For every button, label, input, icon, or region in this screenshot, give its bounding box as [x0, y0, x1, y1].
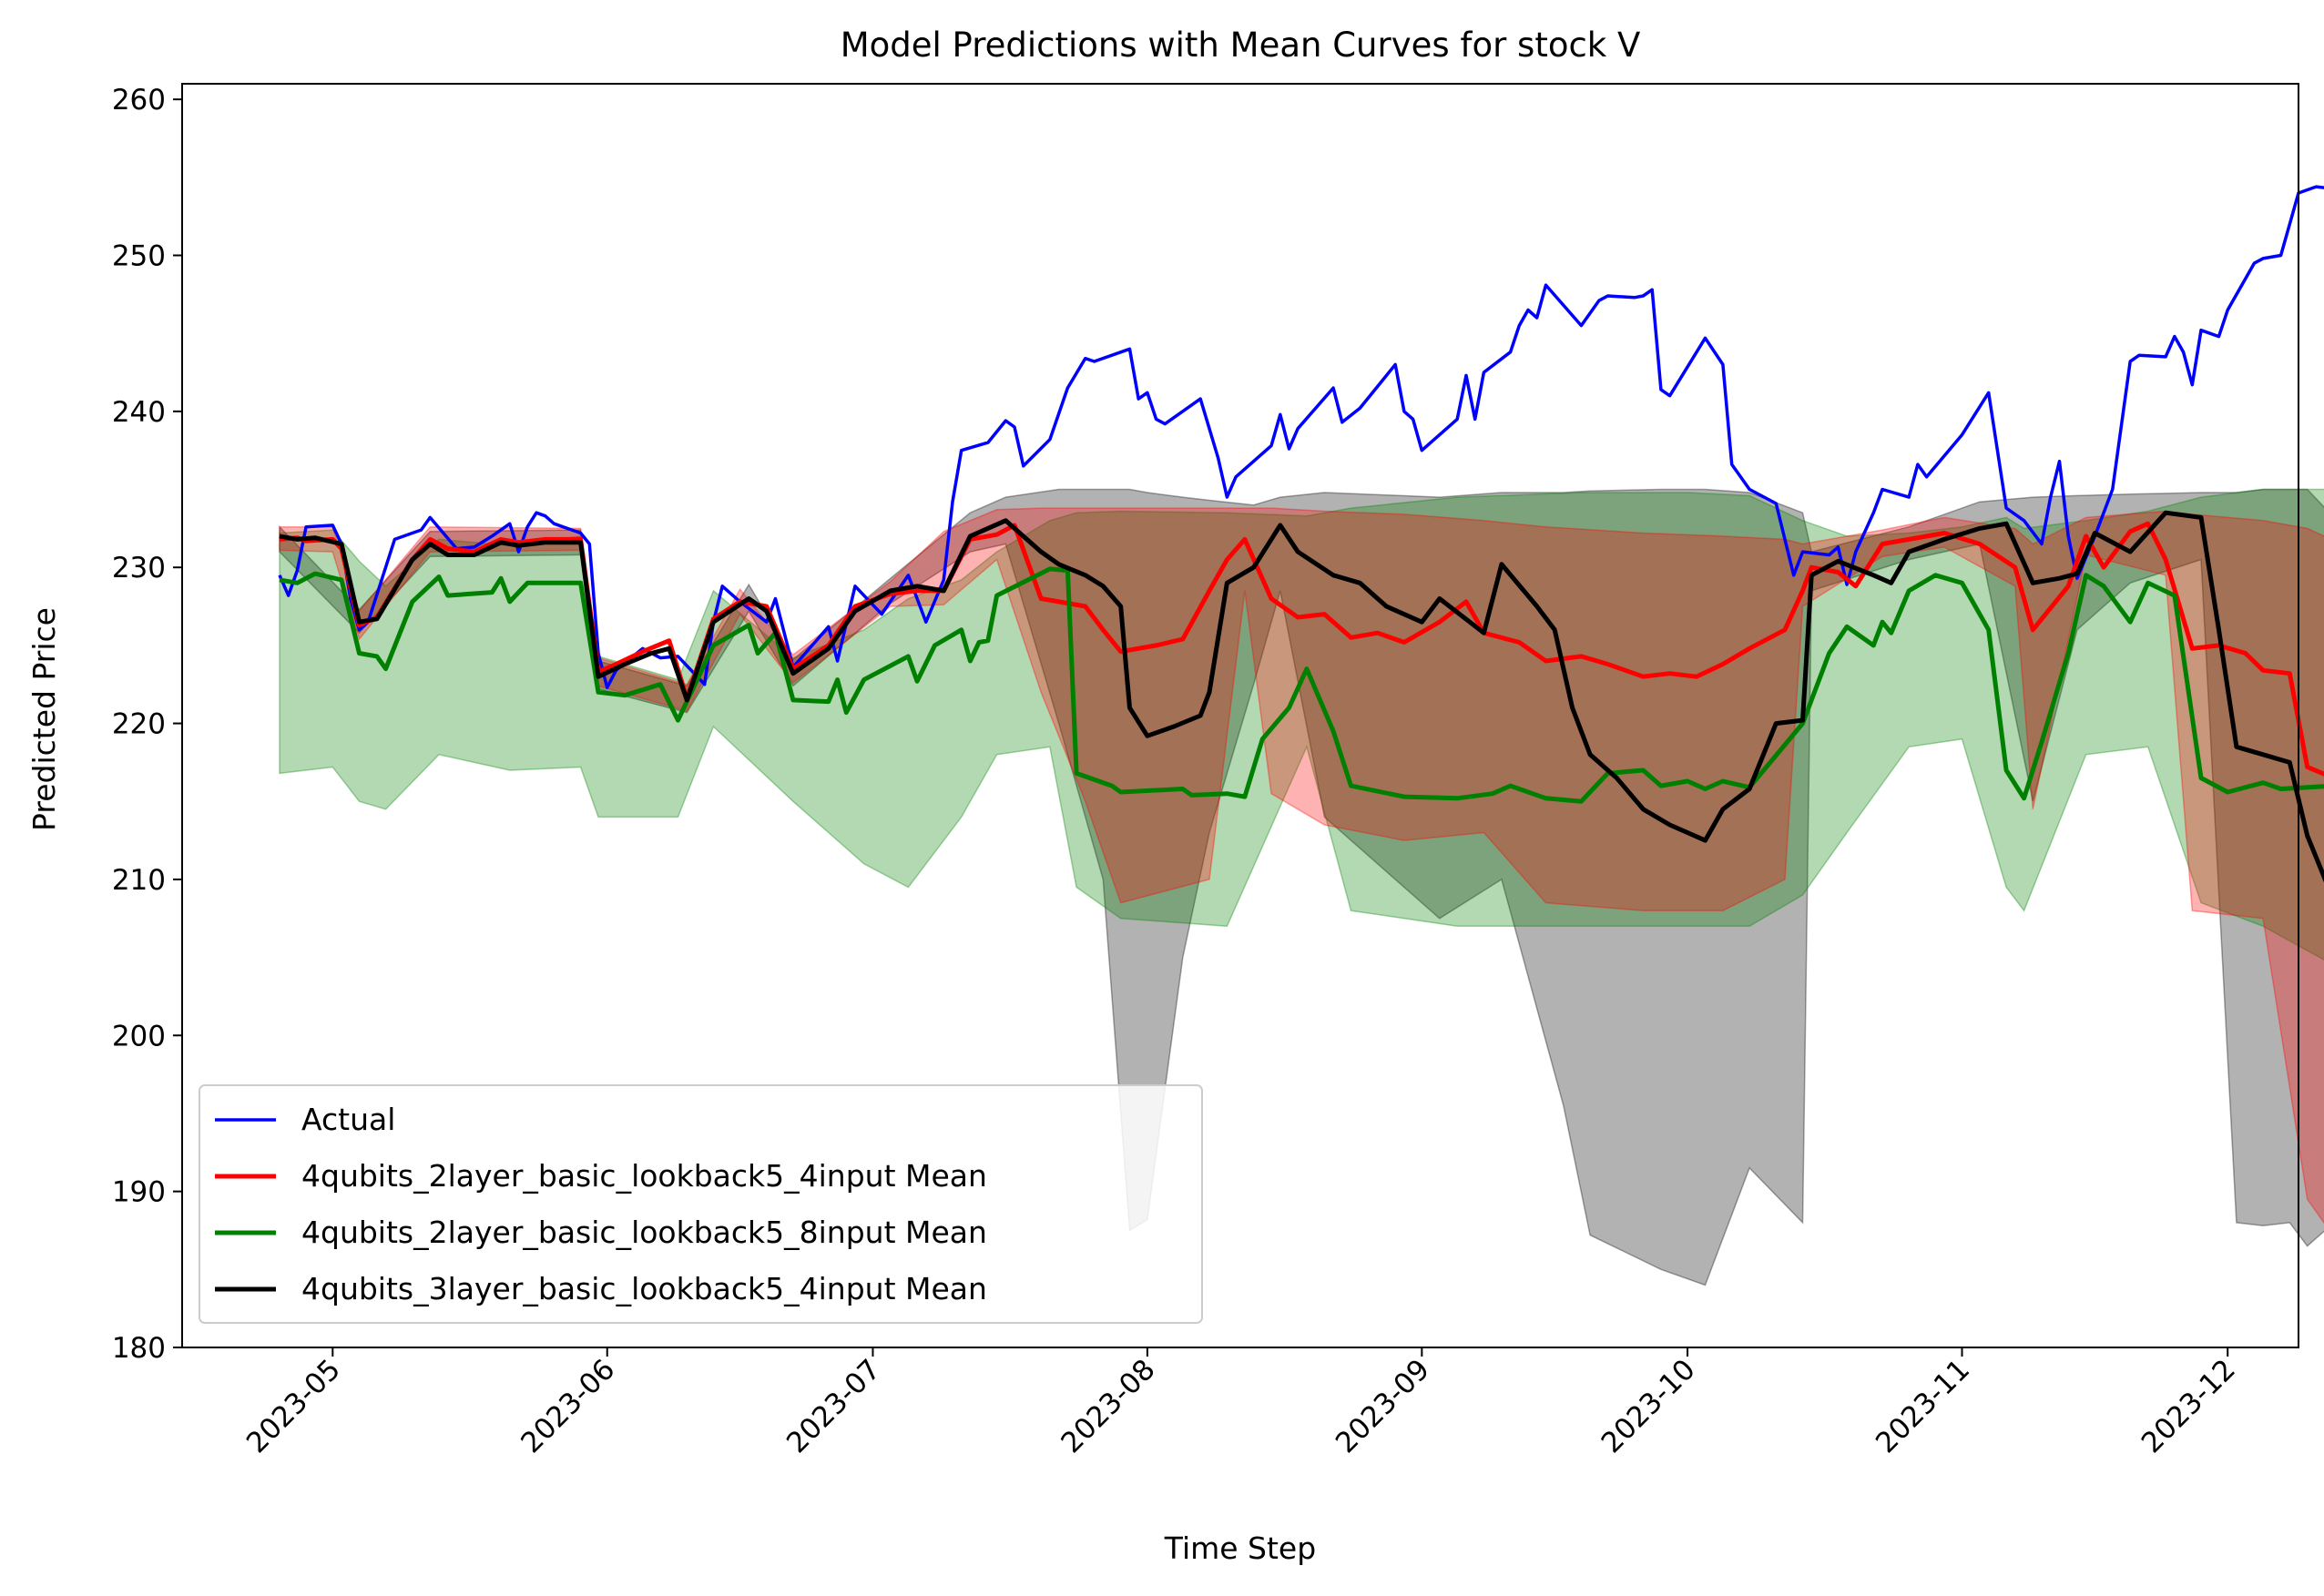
band-4qubits_2layer_basic_lookback5_4input-mean [279, 507, 2324, 1225]
series-line-4qubits_3layer_basic_lookback5_4input-mean [279, 510, 2324, 883]
series-lines [278, 185, 2324, 883]
y-axis: 180 190 200 210 220 230 240 250 260 [112, 84, 182, 1365]
legend-label: 4qubits_2layer_basic_lookback5_8input Me… [301, 1215, 987, 1250]
legend-label: 4qubits_3layer_basic_lookback5_4input Me… [301, 1271, 987, 1306]
series-line-actual [278, 185, 2324, 689]
y-tick-label: 200 [112, 1020, 166, 1052]
y-tick-label: 250 [112, 239, 166, 272]
legend: Actual 4qubits_2layer_basic_lookback5_4in… [199, 1084, 1203, 1324]
legend-label: 4qubits_2layer_basic_lookback5_4input Me… [301, 1158, 987, 1194]
x-axis-label: Time Step [1164, 1530, 1316, 1566]
legend-label: Actual [301, 1102, 395, 1137]
y-tick-label: 240 [112, 396, 166, 429]
y-tick-label: 260 [112, 84, 166, 117]
y-tick-label: 180 [112, 1332, 166, 1365]
legend-box [199, 1084, 1203, 1324]
y-axis-label: Predicted Price [26, 607, 62, 831]
y-tick-label: 230 [112, 552, 166, 585]
plot-frame [181, 83, 2299, 1348]
y-tick-label: 220 [112, 708, 166, 741]
y-tick-label: 210 [112, 864, 166, 897]
y-tick-label: 190 [112, 1176, 166, 1209]
chart-title: Model Predictions with Mean Curves for s… [841, 25, 1641, 65]
series-line-4qubits_2layer_basic_lookback5_8input-mean [279, 566, 2324, 804]
